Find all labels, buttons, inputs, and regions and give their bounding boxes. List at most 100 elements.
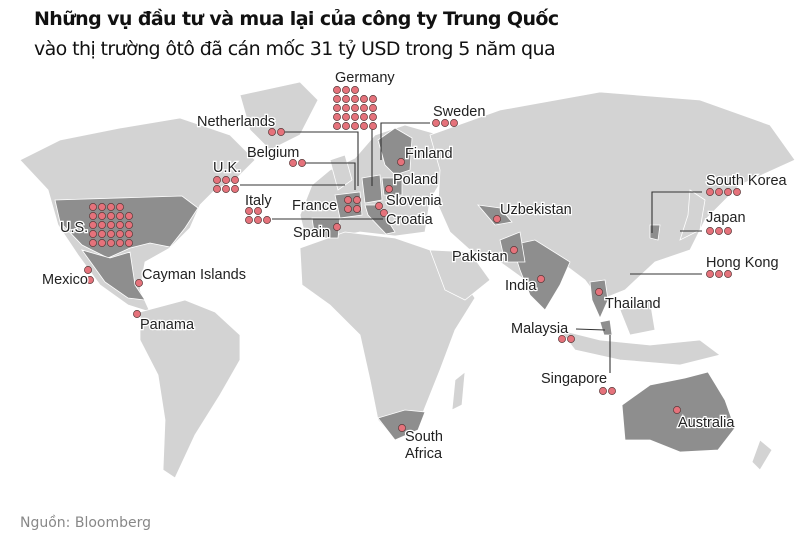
deal-dot-japan xyxy=(724,227,732,235)
country-label-thailand: Thailand xyxy=(605,296,661,312)
country-label-uzbekistan: Uzbekistan xyxy=(500,202,572,218)
deal-dot-mexico xyxy=(86,276,94,284)
deal-dot-u-s xyxy=(89,230,97,238)
country-label-france: France xyxy=(292,198,337,214)
deal-dot-germany xyxy=(369,122,377,130)
deal-dot-cayman-islands xyxy=(135,279,143,287)
deal-dot-japan xyxy=(706,227,714,235)
deal-dot-sweden xyxy=(432,119,440,127)
deal-dot-poland xyxy=(385,185,393,193)
deal-dot-u-s xyxy=(125,230,133,238)
deal-dot-south-korea xyxy=(715,188,723,196)
country-label-poland: Poland xyxy=(393,172,438,188)
deal-dot-u-s xyxy=(98,221,106,229)
deal-dot-germany xyxy=(369,113,377,121)
country-label-singapore: Singapore xyxy=(541,371,607,387)
deal-dot-u-s xyxy=(125,239,133,247)
country-label-u-s: U.S. xyxy=(60,220,88,236)
country-labels: Germany Netherlands Belgium U.K. Italy France… xyxy=(41,69,789,464)
land-india xyxy=(511,239,571,311)
deal-dot-finland xyxy=(397,158,405,166)
land-south-america xyxy=(139,299,241,479)
deal-dot-france xyxy=(353,196,361,204)
country-label-spain: Spain xyxy=(293,225,330,241)
deal-dot-south-korea xyxy=(706,188,714,196)
deal-dot-u-s xyxy=(116,221,124,229)
deal-dot-hong-kong xyxy=(706,270,714,278)
country-label-pakistan: Pakistan xyxy=(452,249,508,265)
leader-line-belgium xyxy=(305,162,356,190)
country-label-australia: Australia xyxy=(678,415,735,431)
deal-dot-u-s xyxy=(89,221,97,229)
deal-dot-sweden xyxy=(450,119,458,127)
deal-dot-india xyxy=(537,275,545,283)
deal-dot-germany xyxy=(351,113,359,121)
deal-dot-hong-kong xyxy=(724,270,732,278)
deal-dot-germany xyxy=(360,95,368,103)
deal-dots xyxy=(84,86,741,432)
deal-dot-hong-kong xyxy=(715,270,723,278)
deal-dot-italy xyxy=(245,207,253,215)
land-france xyxy=(334,191,363,219)
deal-dot-south-africa xyxy=(398,424,406,432)
leader-line-netherlands xyxy=(284,131,359,186)
deal-dot-belgium xyxy=(298,159,306,167)
land-new-zealand xyxy=(751,439,773,471)
deal-dot-pakistan xyxy=(510,246,518,254)
country-label-u-k: U.K. xyxy=(213,160,241,176)
deal-dot-u-s xyxy=(125,212,133,220)
land-madagascar xyxy=(451,371,466,411)
deal-dot-u-s xyxy=(116,239,124,247)
country-label-netherlands: Netherlands xyxy=(197,114,275,130)
country-label-malaysia: Malaysia xyxy=(511,321,569,337)
source-note: Nguồn: Bloomberg xyxy=(20,515,151,531)
deal-dot-japan xyxy=(715,227,723,235)
deal-dot-netherlands xyxy=(268,128,276,136)
deal-dot-spain xyxy=(333,223,341,231)
country-label-cayman-islands: Cayman Islands xyxy=(142,267,246,283)
deal-dot-panama xyxy=(133,310,141,318)
deal-dot-u-s xyxy=(107,239,115,247)
deal-dot-slovenia xyxy=(375,202,383,210)
deal-dot-netherlands xyxy=(277,128,285,136)
deal-dot-germany xyxy=(333,104,341,112)
deal-dot-u-s xyxy=(116,212,124,220)
deal-dot-u-s xyxy=(107,203,115,211)
deal-dot-germany xyxy=(333,95,341,103)
deal-dot-malaysia xyxy=(558,335,566,343)
country-label-sweden: Sweden xyxy=(433,104,485,120)
deal-dot-malaysia xyxy=(567,335,575,343)
deal-dot-germany xyxy=(333,113,341,121)
deal-dot-germany xyxy=(342,104,350,112)
deal-dot-germany xyxy=(342,122,350,130)
deal-dot-u-k xyxy=(222,185,230,193)
country-label-panama: Panama xyxy=(140,317,195,333)
deal-dot-u-s xyxy=(89,212,97,220)
deal-dot-u-k xyxy=(231,185,239,193)
land-mexico xyxy=(81,249,146,301)
deal-dot-australia xyxy=(673,406,681,414)
deal-dot-u-k xyxy=(213,185,221,193)
deal-dot-germany xyxy=(342,113,350,121)
deal-dot-france xyxy=(353,205,361,213)
deal-dot-u-s xyxy=(125,221,133,229)
deal-dot-south-korea xyxy=(724,188,732,196)
deal-dot-u-s xyxy=(98,239,106,247)
deal-dot-germany xyxy=(351,104,359,112)
deal-dot-belgium xyxy=(289,159,297,167)
land-africa xyxy=(299,231,476,441)
deal-dot-germany xyxy=(351,122,359,130)
deal-dot-u-s xyxy=(116,203,124,211)
deal-dot-u-s xyxy=(107,230,115,238)
deal-dot-germany xyxy=(333,86,341,94)
land-borneo xyxy=(619,299,656,336)
deal-dot-italy xyxy=(254,216,262,224)
deal-dot-u-s xyxy=(98,212,106,220)
country-label-germany: Germany xyxy=(335,70,395,86)
deal-dot-mexico xyxy=(84,266,92,274)
deal-dot-germany xyxy=(342,86,350,94)
deal-dot-u-s xyxy=(98,230,106,238)
land-greenland xyxy=(239,81,319,151)
